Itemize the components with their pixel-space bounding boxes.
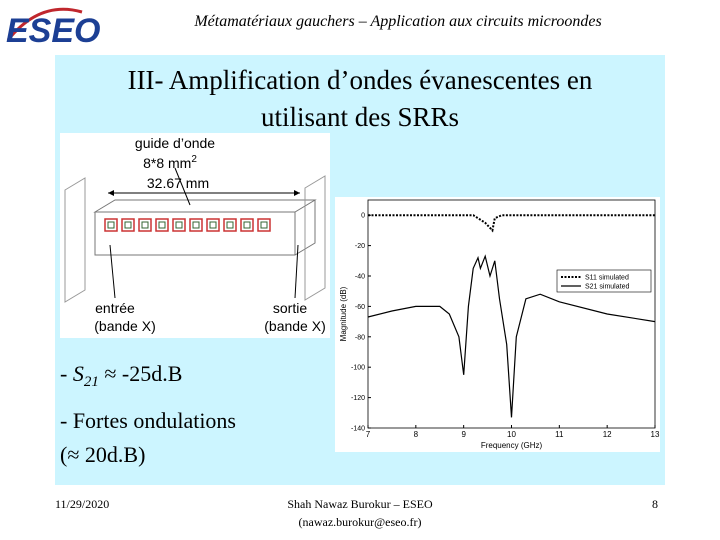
srr-inner	[141, 221, 149, 229]
srr-inner	[107, 221, 115, 229]
srr-row	[104, 218, 271, 232]
footer-author: Shah Nawaz Burokur – ESEO	[287, 497, 433, 511]
footer-author: (nawaz.burokur@eseo.fr)	[299, 515, 422, 529]
x-axis-label: Frequency (GHz)	[481, 441, 543, 450]
label: 32.67 mm	[147, 175, 209, 191]
series-line	[368, 214, 655, 233]
diagram-bg	[60, 133, 330, 338]
x-tick-label: 13	[651, 430, 660, 439]
x-tick-label: 8	[414, 430, 419, 439]
y-tick-label: -80	[355, 334, 365, 341]
bullet: - Fortes ondulations	[60, 408, 236, 433]
label: entrée	[95, 300, 135, 316]
label: guide d’onde	[135, 135, 215, 151]
srr-inner	[175, 221, 183, 229]
bullet-text: -	[60, 361, 73, 386]
srr	[223, 218, 237, 232]
waveguide	[93, 199, 317, 256]
bullet-sub: 21	[84, 374, 99, 390]
srr	[104, 218, 118, 232]
srr-inner	[124, 221, 132, 229]
pointer	[109, 244, 116, 299]
srr	[257, 218, 271, 232]
chart-bg	[335, 197, 660, 452]
srr-inner	[226, 221, 234, 229]
label: 8*8 mm2	[143, 154, 197, 171]
srr	[138, 218, 152, 232]
y-tick-label: -120	[351, 395, 365, 402]
srr	[206, 218, 220, 232]
x-tick-label: 10	[507, 430, 516, 439]
srr	[155, 218, 169, 232]
header-title: Métamatériaux gauchers – Application aux…	[193, 13, 601, 30]
logo: ESEO	[6, 12, 100, 50]
footer-date: 11/29/2020	[55, 497, 109, 511]
pointer	[174, 167, 191, 206]
pointer	[294, 244, 299, 299]
srr-inner	[158, 221, 166, 229]
srr	[189, 218, 203, 232]
srr	[240, 218, 254, 232]
x-tick-label: 12	[603, 430, 612, 439]
logo-arc	[6, 7, 83, 41]
page-number: 8	[652, 497, 658, 511]
x-tick-label: 9	[461, 430, 466, 439]
x-tick-label: 11	[555, 430, 564, 439]
bullet-text: ≈ -25d.B	[99, 361, 183, 386]
y-tick-label: -40	[355, 274, 365, 281]
label: 8*8 mm	[143, 155, 191, 171]
srr-inner	[243, 221, 251, 229]
bullet-text: S	[73, 361, 84, 386]
srr-inner	[260, 221, 268, 229]
x-tick-label: 7	[366, 430, 371, 439]
y-tick-label: 0	[361, 213, 365, 220]
y-tick-label: -100	[351, 365, 365, 372]
y-axis-label: Magnitude (dB)	[339, 286, 348, 341]
label: sortie	[273, 300, 307, 316]
waveguide-diagram: guide d’onde 8*8 mm2 32.67 mm entrée (ba…	[60, 133, 330, 338]
srr-inner	[192, 221, 200, 229]
srr	[172, 218, 186, 232]
legend-label: S21 simulated	[585, 284, 629, 291]
label: (bande X)	[94, 318, 155, 334]
srr	[121, 218, 135, 232]
slide-title: utilisant des SRRs	[261, 102, 459, 132]
y-tick-label: -20	[355, 243, 365, 250]
bullet: - S21 ≈ -25d.B	[60, 361, 182, 390]
ports	[64, 175, 326, 303]
y-tick-label: -60	[355, 304, 365, 311]
legend-label: S11 simulated	[585, 275, 629, 282]
srr-inner	[209, 221, 217, 229]
slide-title: III- Amplification d’ondes évanescentes …	[128, 65, 593, 95]
label: (bande X)	[264, 318, 325, 334]
bullet: (≈ 20d.B)	[60, 442, 145, 467]
label-sup: 2	[191, 154, 197, 165]
series-line	[367, 254, 656, 418]
y-tick-label: -140	[351, 426, 365, 433]
